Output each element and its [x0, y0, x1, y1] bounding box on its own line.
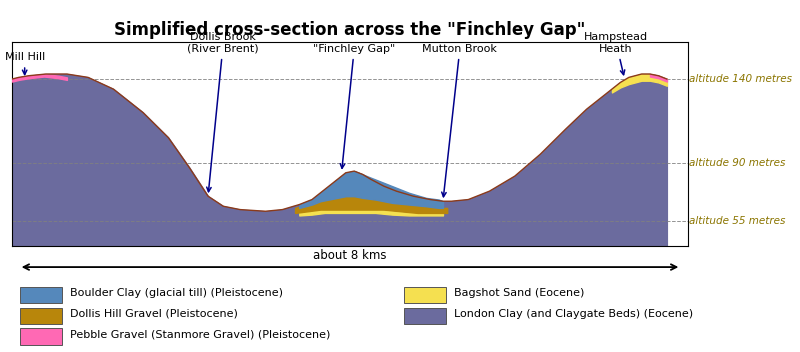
Bar: [20, 308, 62, 324]
Text: Mill Hill: Mill Hill: [5, 52, 45, 75]
Text: Mutton Brook: Mutton Brook: [422, 44, 498, 197]
Text: Bagshot Sand (Eocene): Bagshot Sand (Eocene): [454, 288, 584, 298]
Text: "Finchley Gap": "Finchley Gap": [313, 44, 395, 168]
Text: Boulder Clay (glacial till) (Pleistocene): Boulder Clay (glacial till) (Pleistocene…: [70, 288, 282, 298]
Text: altitude 90 metres: altitude 90 metres: [689, 158, 786, 168]
Text: altitude 140 metres: altitude 140 metres: [689, 74, 792, 84]
Bar: [404, 308, 446, 324]
Text: about 8 kms: about 8 kms: [314, 249, 386, 262]
Bar: [20, 287, 62, 303]
Text: altitude 55 metres: altitude 55 metres: [689, 216, 786, 226]
Title: Simplified cross-section across the "Finchley Gap": Simplified cross-section across the "Fin…: [114, 21, 586, 39]
Bar: [20, 328, 62, 345]
Text: Pebble Gravel (Stanmore Gravel) (Pleistocene): Pebble Gravel (Stanmore Gravel) (Pleisto…: [70, 329, 330, 339]
Text: Dollis Hill Gravel (Pleistocene): Dollis Hill Gravel (Pleistocene): [70, 309, 238, 319]
Text: London Clay (and Claygate Beds) (Eocene): London Clay (and Claygate Beds) (Eocene): [454, 309, 693, 319]
Text: Hampstead
Heath: Hampstead Heath: [584, 32, 648, 75]
Text: Dollis Brook
(River Brent): Dollis Brook (River Brent): [187, 32, 259, 192]
Bar: [404, 287, 446, 303]
